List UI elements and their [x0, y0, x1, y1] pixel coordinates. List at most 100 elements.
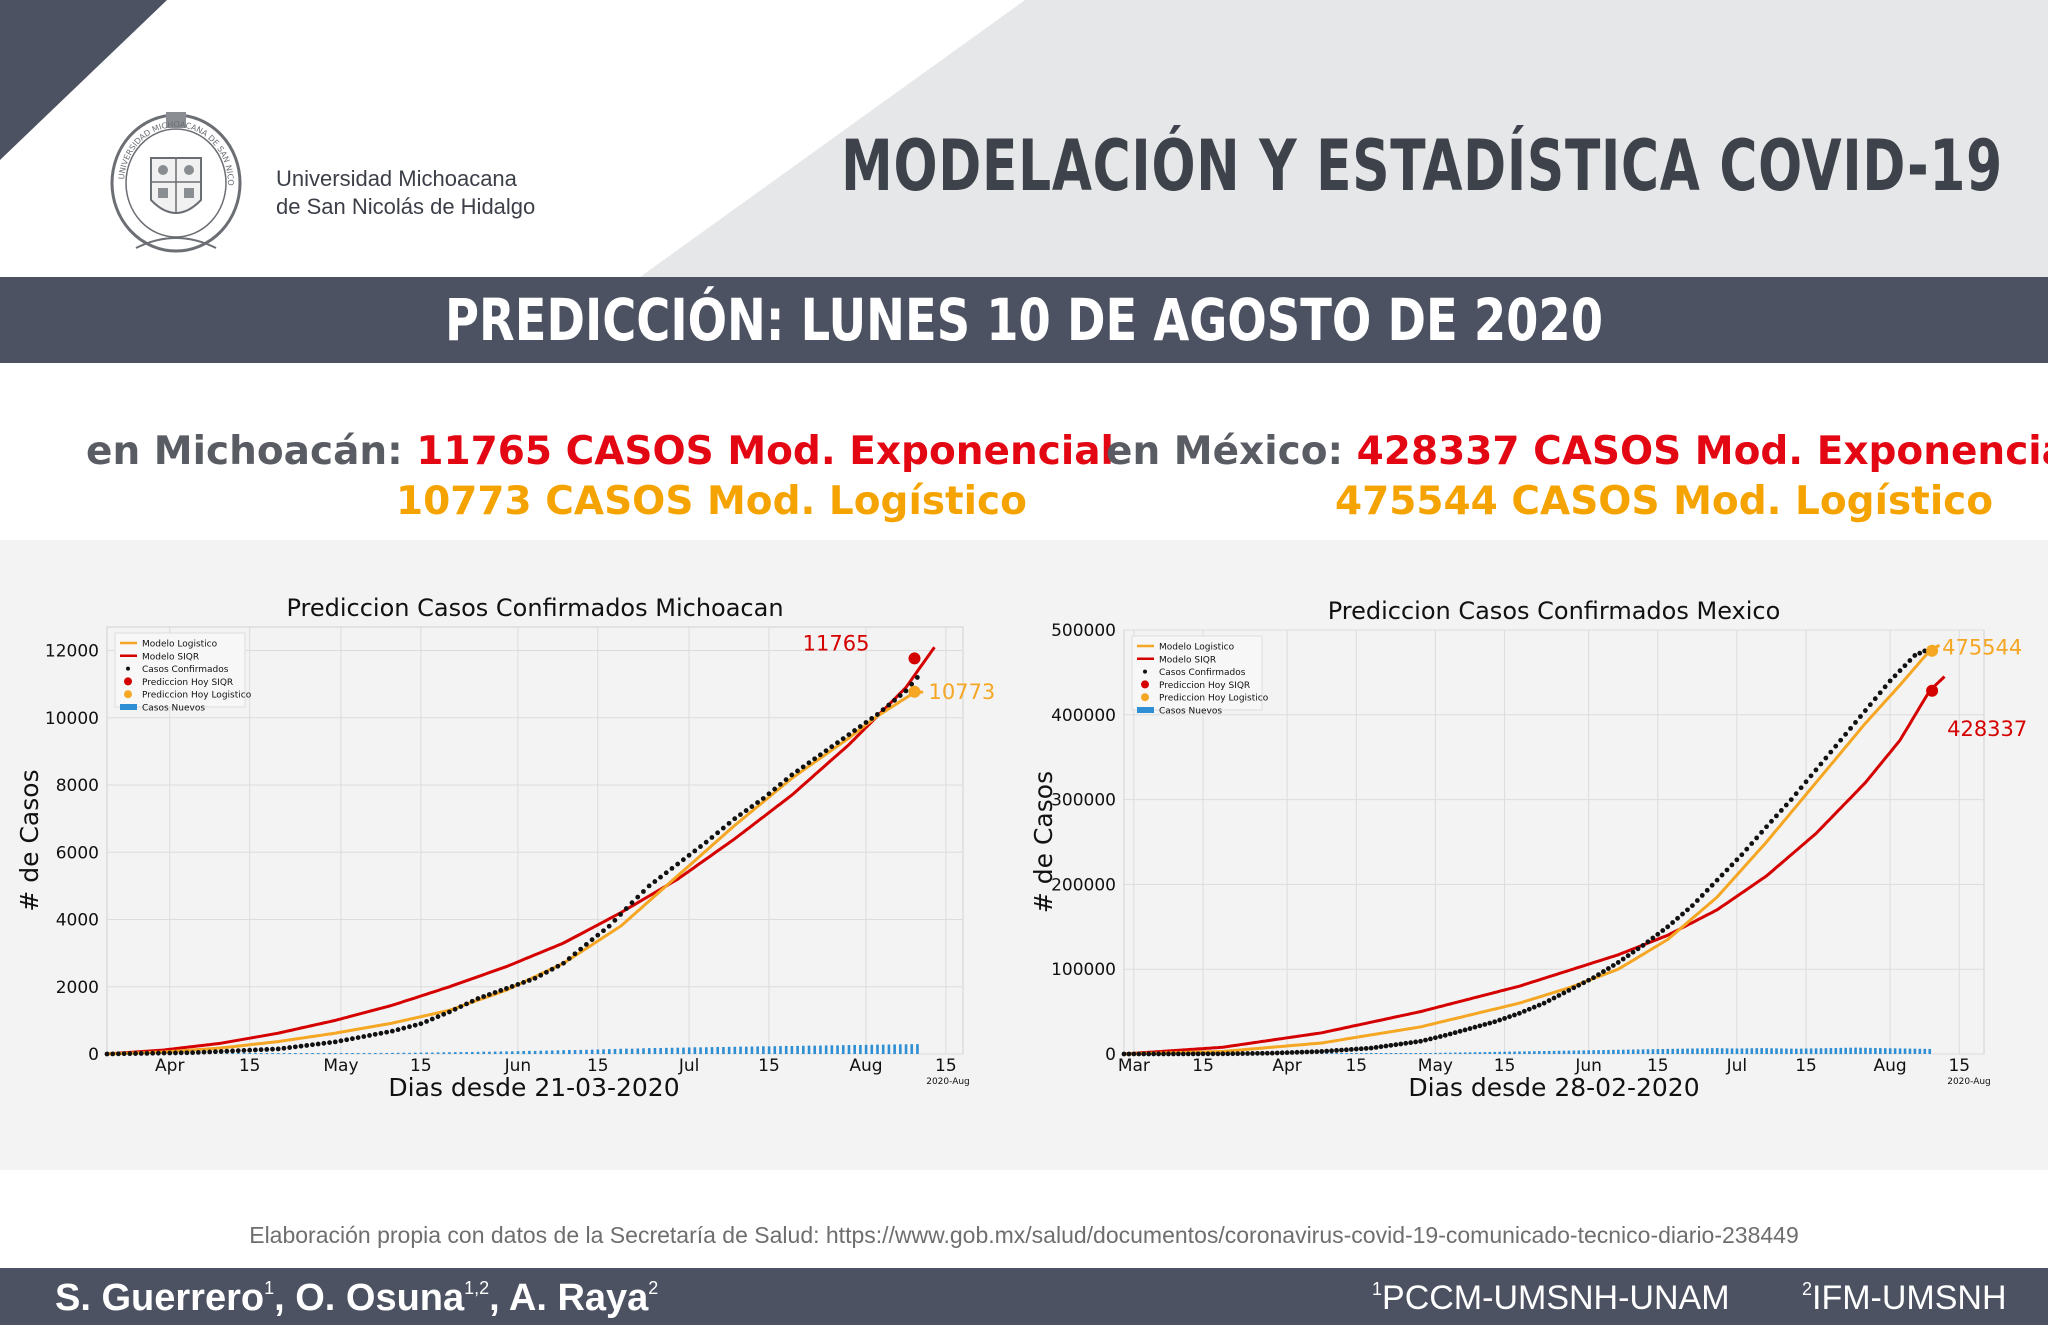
confirmed-case-point — [116, 1051, 121, 1057]
new-cases-bar — [1814, 1048, 1818, 1054]
new-cases-bar — [237, 1053, 240, 1054]
confirmed-case-point — [138, 1051, 144, 1056]
y-tick-label: 500000 — [1051, 621, 1116, 641]
new-cases-bar — [1478, 1052, 1482, 1054]
new-cases-bar — [607, 1049, 611, 1054]
new-cases-bar — [596, 1049, 600, 1054]
confirmed-case-point — [1289, 1050, 1295, 1055]
new-cases-bar — [887, 1044, 891, 1054]
summary-michoacan-label: en Michoacán: — [86, 429, 403, 474]
confirmed-case-point — [1788, 797, 1794, 802]
new-cases-bar — [1775, 1048, 1778, 1054]
new-cases-bar — [442, 1052, 446, 1054]
new-cases-bar — [1340, 1053, 1343, 1054]
confirmed-case-point — [812, 756, 818, 762]
confirmed-case-point — [892, 697, 897, 703]
confirmed-case-point — [1437, 1034, 1443, 1039]
confirmed-case-point — [1279, 1050, 1285, 1056]
confirmed-case-point — [509, 984, 515, 989]
new-cases-bar — [385, 1052, 389, 1054]
new-cases-bar — [282, 1053, 286, 1054]
author-raya: A. Raya — [508, 1277, 649, 1319]
x-tick-label: 15 — [239, 1056, 261, 1076]
y-tick-label: 200000 — [1051, 875, 1116, 895]
confirmed-case-point — [1205, 1051, 1211, 1057]
new-cases-bar — [1364, 1053, 1368, 1054]
confirmed-case-point — [1467, 1026, 1473, 1031]
confirmed-case-point — [1551, 995, 1557, 1001]
confirmed-case-point — [800, 764, 806, 770]
new-cases-bar — [1874, 1047, 1877, 1054]
new-cases-bar — [1760, 1048, 1763, 1054]
confirmed-case-point — [749, 804, 755, 809]
confirmed-case-point — [310, 1042, 315, 1048]
new-cases-bar — [830, 1045, 834, 1054]
x-tick-label: Apr — [155, 1056, 184, 1076]
confirmed-case-point — [1833, 743, 1839, 749]
confirmed-case-point — [270, 1046, 275, 1052]
new-cases-bar — [1710, 1048, 1714, 1054]
affiliation-ifm-text: IFM-UMSNH — [1812, 1279, 2007, 1317]
new-cases-bar — [819, 1045, 822, 1054]
new-cases-bar — [710, 1047, 714, 1054]
confirmed-case-point — [224, 1048, 230, 1054]
summary-michoacan-exp-value: 11765 — [416, 429, 553, 474]
new-cases-bar — [722, 1047, 725, 1054]
new-cases-bar — [231, 1053, 234, 1054]
confirmed-case-point — [1586, 977, 1591, 983]
confirmed-case-point — [1373, 1044, 1379, 1050]
confirmed-case-point — [332, 1039, 338, 1045]
new-cases-bar — [1518, 1051, 1521, 1054]
confirmed-case-point — [897, 693, 903, 698]
prediction-siqr-label: 428337 — [1947, 717, 2027, 741]
new-cases-bar — [705, 1047, 708, 1054]
confirmed-case-point — [1853, 720, 1858, 725]
new-cases-bar — [277, 1053, 280, 1054]
new-cases-bar — [1439, 1052, 1442, 1054]
confirmed-case-point — [464, 1001, 469, 1007]
source-note: Elaboración propia con datos de la Secre… — [249, 1222, 1799, 1248]
confirmed-case-point — [1917, 650, 1923, 656]
new-cases-bar — [1720, 1048, 1724, 1054]
confirmed-case-point — [424, 1018, 429, 1024]
new-cases-bar — [339, 1053, 343, 1054]
confirmed-case-point — [1739, 852, 1745, 858]
confirmed-case-point — [1660, 928, 1666, 933]
authors: S. Guerrero1, O. Osuna1,2, A. Raya2 — [55, 1277, 659, 1319]
new-cases-bar — [1582, 1050, 1586, 1054]
new-cases-bar — [1389, 1053, 1393, 1054]
new-cases-bar — [693, 1047, 697, 1054]
new-cases-bar — [1473, 1052, 1477, 1054]
new-cases-bar — [1829, 1048, 1833, 1054]
confirmed-case-point — [772, 786, 778, 792]
new-cases-bar — [802, 1045, 805, 1054]
confirmed-case-point — [1531, 1004, 1537, 1010]
confirmed-case-point — [1882, 684, 1888, 690]
confirmed-case-point — [230, 1048, 235, 1054]
confirmed-case-point — [1581, 980, 1587, 986]
legend-new-cases-label: Casos Nuevos — [142, 704, 205, 714]
new-cases-bar — [1360, 1053, 1363, 1054]
new-cases-bar — [1617, 1049, 1620, 1054]
confirmed-case-point — [1507, 1014, 1512, 1020]
new-cases-bar — [1730, 1048, 1734, 1054]
confirmed-case-point — [880, 707, 886, 713]
new-cases-bar — [881, 1044, 885, 1054]
legend-logistic-label: Modelo Logistico — [1159, 643, 1235, 653]
new-cases-bar — [1572, 1050, 1576, 1054]
new-cases-bar — [1918, 1048, 1922, 1054]
confirmed-case-point — [150, 1050, 156, 1056]
confirmed-case-point — [743, 808, 749, 813]
x-corner-label: 2020-Aug — [926, 1077, 970, 1087]
new-cases-bar — [1740, 1048, 1744, 1054]
new-cases-bar — [1449, 1052, 1452, 1054]
confirmed-case-point — [909, 681, 915, 687]
new-cases-bar — [1715, 1048, 1719, 1054]
new-cases-bar — [1646, 1049, 1650, 1054]
new-cases-bar — [1355, 1053, 1358, 1054]
y-tick-label: 300000 — [1051, 791, 1116, 811]
prediction-date-title: PREDICCIÓN: LUNES 10 DE AGOSTO DE 2020 — [445, 286, 1603, 354]
new-cases-bar — [733, 1046, 737, 1054]
new-cases-bar — [744, 1046, 748, 1054]
confirmed-case-point — [1655, 931, 1661, 937]
